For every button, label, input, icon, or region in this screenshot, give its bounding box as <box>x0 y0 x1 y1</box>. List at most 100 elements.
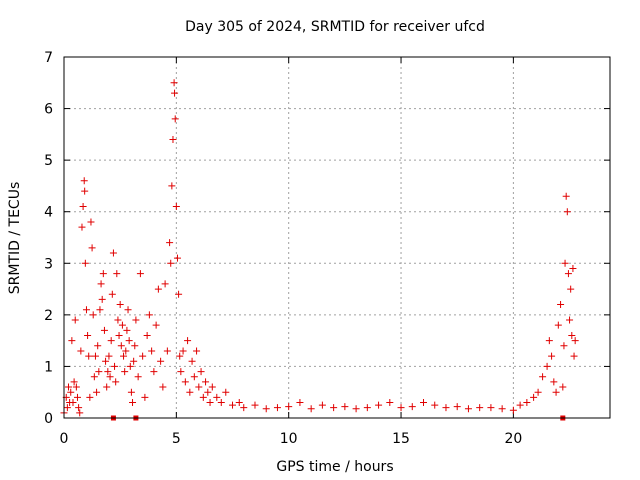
data-point <box>86 393 94 401</box>
data-point <box>148 347 156 355</box>
y-tick-label: 6 <box>44 102 53 118</box>
data-point <box>341 403 349 411</box>
data-point <box>179 347 187 355</box>
data-point <box>111 362 119 370</box>
data-point <box>543 362 551 370</box>
x-tick-label: 10 <box>280 431 298 447</box>
data-point <box>102 357 110 365</box>
data-point <box>375 401 383 409</box>
data-point <box>285 403 293 411</box>
data-point <box>453 403 461 411</box>
data-point <box>202 378 210 386</box>
data-point <box>213 393 221 401</box>
data-point <box>122 347 130 355</box>
data-point <box>81 187 89 195</box>
data-point <box>104 368 112 376</box>
data-point <box>145 311 153 319</box>
data-point <box>96 306 104 314</box>
data-point <box>100 326 108 334</box>
y-tick-label: 1 <box>44 359 53 375</box>
data-point <box>420 399 428 407</box>
x-axis-label: GPS time / hours <box>276 459 393 475</box>
data-point <box>109 249 117 257</box>
data-point <box>195 383 203 391</box>
data-point <box>545 337 553 345</box>
data-point <box>106 373 114 381</box>
data-point <box>134 373 142 381</box>
data-point <box>80 177 88 185</box>
data-point <box>72 383 80 391</box>
data-point <box>67 388 75 396</box>
data-point <box>190 373 198 381</box>
data-point <box>557 301 565 309</box>
data-point <box>386 399 394 407</box>
y-tick-label: 4 <box>44 205 53 221</box>
data-point <box>105 352 113 360</box>
data-point <box>81 259 89 267</box>
data-point <box>564 270 572 278</box>
data-point <box>107 337 115 345</box>
data-point <box>127 388 135 396</box>
data-point <box>78 223 86 231</box>
axis-ticks: 0 5 10 15 20 0 1 2 3 4 5 6 7 <box>44 50 610 447</box>
data-point <box>516 401 524 409</box>
data-point <box>296 399 304 407</box>
data-point <box>121 368 129 376</box>
data-point <box>63 404 71 412</box>
data-point <box>171 89 179 97</box>
data-point <box>262 405 270 413</box>
data-point <box>120 352 128 360</box>
data-point <box>163 347 171 355</box>
data-point <box>523 399 531 407</box>
data-point <box>76 409 84 417</box>
data-point <box>115 331 123 339</box>
data-point <box>89 311 97 319</box>
x-tick-label: 15 <box>392 431 410 447</box>
data-point <box>217 399 225 407</box>
data-point <box>70 378 78 386</box>
y-tick-label: 7 <box>44 50 53 66</box>
data-point <box>352 405 360 413</box>
data-point <box>330 404 338 412</box>
data-point <box>563 208 571 216</box>
data-point <box>171 115 179 123</box>
data-point <box>112 378 120 386</box>
data-point <box>530 393 538 401</box>
data-point <box>159 383 167 391</box>
data-point <box>125 337 133 345</box>
data-point <box>172 203 180 211</box>
data-point <box>126 362 134 370</box>
data-point <box>570 352 578 360</box>
data-point <box>169 136 177 144</box>
data-point <box>397 404 405 412</box>
data-point <box>97 280 105 288</box>
data-point <box>175 290 183 298</box>
data-point <box>91 352 99 360</box>
data-point <box>318 401 326 409</box>
data-point <box>177 368 185 376</box>
data-point <box>73 393 81 401</box>
data-point <box>186 388 194 396</box>
data-point <box>94 342 102 350</box>
data-point <box>113 270 121 278</box>
data-point <box>64 383 72 391</box>
data-point <box>307 405 315 413</box>
data-point <box>464 405 472 413</box>
data-point <box>199 393 207 401</box>
data-point <box>560 342 568 350</box>
data-point <box>139 352 147 360</box>
data-point <box>116 301 124 309</box>
data-point <box>114 316 122 324</box>
data-point <box>103 383 111 391</box>
y-tick-label: 2 <box>44 308 53 324</box>
data-point <box>87 218 95 226</box>
data-point <box>161 280 169 288</box>
data-point <box>69 399 77 407</box>
x-tick-label: 5 <box>172 431 181 447</box>
data-point <box>568 331 576 339</box>
data-point <box>184 337 192 345</box>
data-point <box>129 399 137 407</box>
data-point <box>363 404 371 412</box>
data-point <box>84 331 92 339</box>
